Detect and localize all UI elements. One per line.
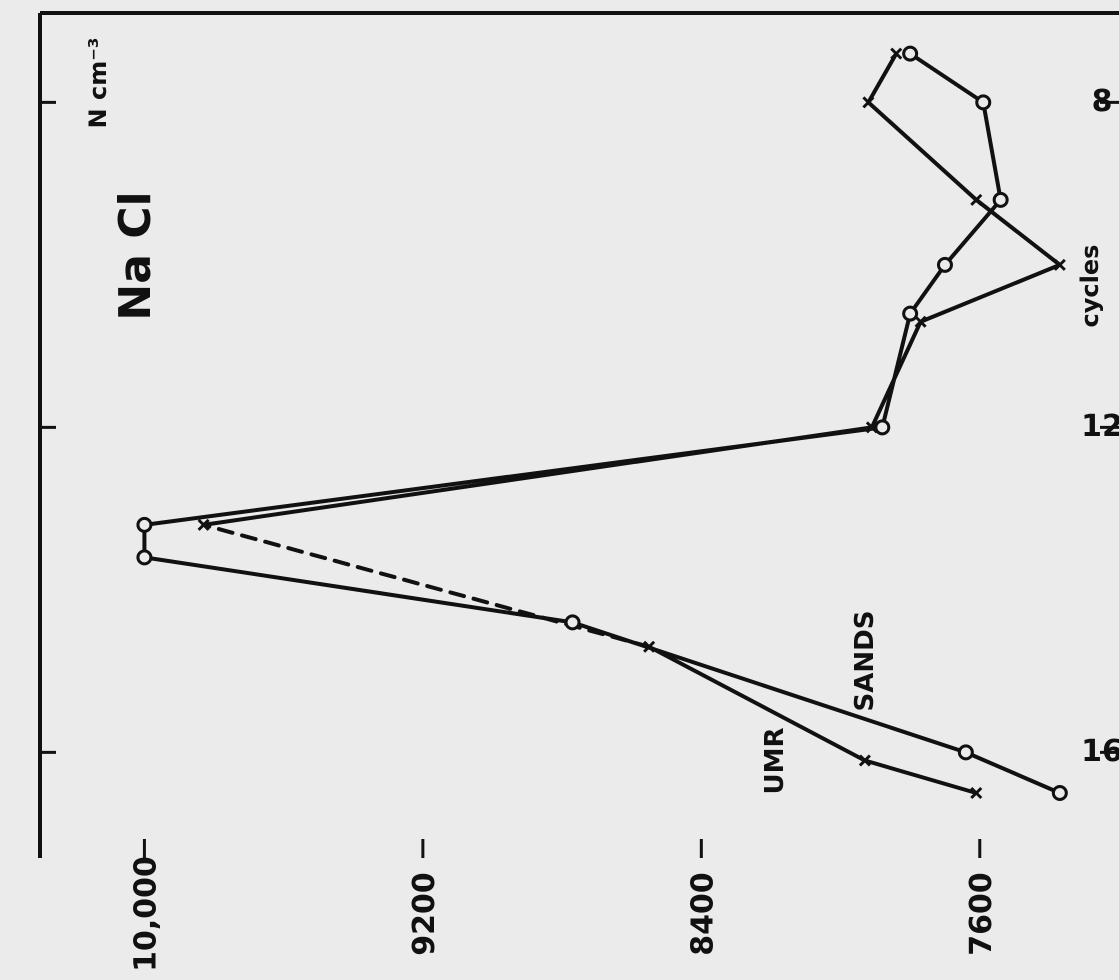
x-marker-stroke	[890, 47, 903, 60]
series-umr-point	[643, 640, 656, 653]
x-marker-stroke	[970, 193, 983, 206]
text-layer: Na Cl cycles N cm⁻³ SANDS UMR 16 12 8 10,00…	[84, 38, 1119, 972]
series-umr-point	[1053, 258, 1066, 271]
series-umr-point	[890, 47, 903, 60]
series-umr-segment	[862, 758, 979, 795]
y-tick-label-7600: 7600	[964, 872, 999, 956]
x-tick-label-12: 12	[1081, 409, 1119, 444]
series-sands-point	[957, 744, 974, 761]
series-label-sands: SANDS	[850, 611, 880, 712]
series-sands-segment	[908, 262, 947, 316]
axes	[40, 100, 1119, 858]
series-sands-point	[136, 516, 153, 533]
x-tick-label-8: 8	[1092, 84, 1113, 119]
chart-title: Na Cl	[110, 191, 161, 320]
series-umr-point	[970, 193, 983, 206]
y-tick-label-9200: 9200	[407, 872, 442, 956]
x-tick-label-16: 16	[1081, 734, 1119, 769]
x-marker-stroke	[914, 315, 927, 328]
y-axis-label: N cm⁻³	[84, 38, 112, 129]
series-umr-segment	[647, 644, 867, 763]
series-umr-segment	[869, 319, 923, 430]
x-marker-stroke	[858, 754, 871, 767]
series-umr-point	[858, 754, 871, 767]
series-sands-point	[992, 191, 1009, 208]
series-umr-point	[865, 421, 878, 434]
x-marker-stroke	[643, 640, 656, 653]
x-marker-stroke	[970, 786, 983, 800]
series-sands-point	[1051, 785, 1068, 801]
series-umr-segment	[918, 262, 1062, 324]
series-umr-segment	[974, 197, 1062, 267]
series-sands-point	[564, 614, 581, 631]
series-umr-segment	[201, 425, 874, 527]
y-tick-label-10000: 10,000	[128, 856, 163, 972]
series-umr-point	[862, 96, 875, 109]
series-sands-segment	[963, 750, 1062, 795]
series-umr-segment	[866, 51, 899, 105]
x-marker-stroke	[197, 518, 210, 531]
x-marker-stroke	[865, 421, 878, 434]
series-sands-point	[902, 45, 919, 62]
series-label-umr: UMR	[760, 727, 790, 794]
series-sands-segment	[908, 51, 986, 105]
x-marker-stroke	[1053, 258, 1066, 271]
series-sands-point	[874, 419, 891, 436]
series-umr-point	[197, 518, 210, 531]
series-sands-point	[936, 256, 953, 273]
series-sands-segment	[981, 100, 1003, 202]
y-tick-label-8400: 8400	[685, 872, 720, 956]
series-sands-segment	[142, 555, 575, 625]
marker-layer	[136, 45, 1068, 801]
x-marker-stroke	[862, 96, 875, 109]
series-layer	[142, 51, 1062, 795]
series-umr-point	[970, 786, 983, 800]
series-umr-point	[914, 315, 927, 328]
series-sands-point	[136, 549, 153, 566]
series-sands-point	[902, 305, 919, 322]
x-axis-label: cycles	[1076, 245, 1104, 328]
series-sands-point	[975, 94, 992, 111]
rotated-plot: Na Cl cycles N cm⁻³ SANDS UMR 16 12 8 10,00…	[40, 38, 1119, 972]
series-umr-segment	[866, 100, 979, 202]
